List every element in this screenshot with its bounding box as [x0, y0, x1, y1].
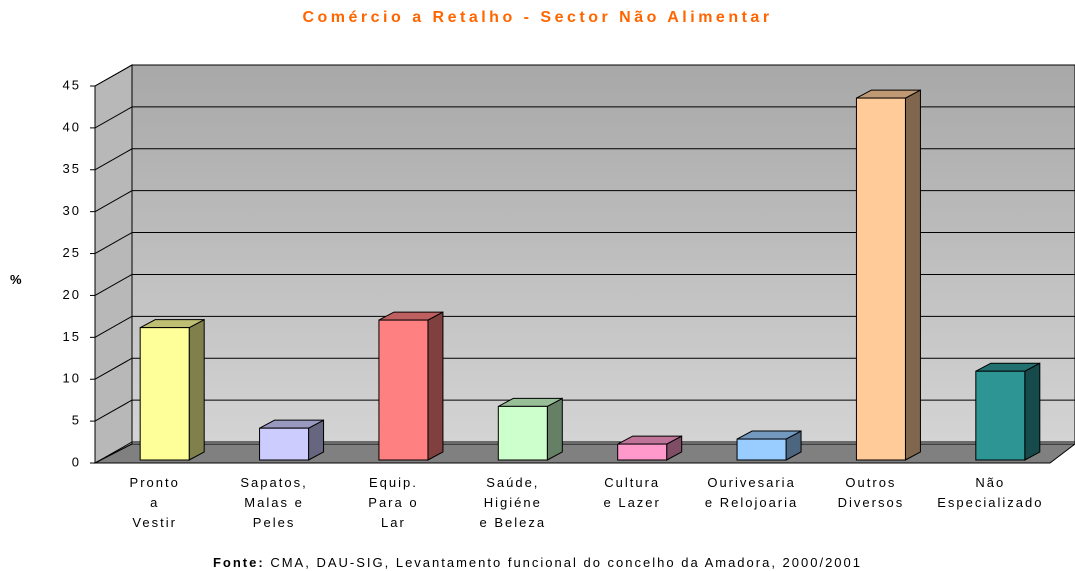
bar: [139, 327, 190, 461]
grid-line: [94, 274, 133, 296]
x-tick-label: Cultura e Lazer: [603, 475, 661, 510]
y-tick-label: 0: [72, 454, 81, 469]
grid-line: [94, 106, 133, 129]
bar-side: [188, 318, 205, 461]
grid-line: [94, 315, 133, 338]
grid-line: [94, 441, 133, 464]
y-tick-label: 40: [63, 119, 81, 134]
grid-line: [94, 148, 133, 171]
y-tick-label: 10: [63, 371, 81, 386]
grid-line: [94, 190, 133, 213]
back-wall: [131, 64, 1075, 445]
y-tick-label: 15: [63, 329, 81, 344]
y-tick-label: 20: [63, 287, 81, 302]
floor: [94, 443, 1075, 464]
grid-line: [94, 399, 133, 422]
bar: [259, 427, 310, 461]
bar-side: [427, 311, 444, 461]
grid-line: [94, 357, 133, 380]
x-tick-label: Ourivesaria e Relojoaria: [704, 475, 799, 510]
grid-line: [94, 64, 133, 87]
bar: [378, 319, 429, 461]
bar-side: [546, 397, 563, 461]
y-axis-label: %: [10, 272, 22, 287]
grid-line: [94, 232, 133, 254]
bar-side: [904, 89, 921, 461]
y-tick-label: 35: [63, 161, 81, 176]
chart-title: Comércio a Retalho - Sector Não Alimenta…: [302, 9, 773, 26]
y-tick-label: 25: [63, 245, 81, 260]
x-tick-label: Pronto a Vestir: [129, 475, 180, 530]
source: Fonte: CMA, DAU-SIG, Levantamento funcio…: [0, 555, 1075, 570]
x-tick-label: Sapatos, Malas e Peles: [240, 475, 308, 530]
bar: [736, 438, 787, 461]
y-tick-label: 45: [63, 77, 81, 92]
bar: [975, 370, 1026, 461]
x-tick-label: Equip. Para o Lar: [368, 475, 419, 530]
bar: [617, 443, 668, 461]
bar: [497, 405, 548, 461]
bar: [855, 97, 906, 461]
x-tick-label: Saúde, Higiéne e Beleza: [479, 475, 547, 530]
y-tick-label: 30: [63, 203, 81, 218]
y-tick-label: 5: [72, 413, 81, 428]
source-text: CMA, DAU-SIG, Levantamento funcional do …: [270, 555, 862, 570]
source-label: Fonte:: [212, 555, 265, 570]
x-tick-label: Não Especializado: [937, 475, 1044, 510]
x-tick-label: Outros Diversos: [837, 475, 905, 510]
bar-side: [1024, 362, 1041, 461]
